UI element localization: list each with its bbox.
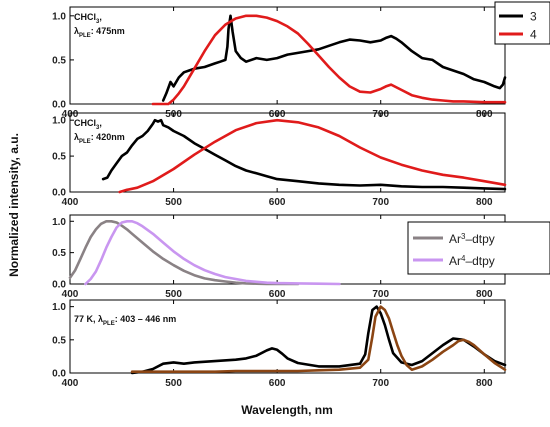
series-line-4-2: [130, 305, 507, 373]
x-tick-label: 700: [372, 289, 389, 300]
y-tick-label: 1.0: [52, 302, 66, 313]
panel-frame: [69, 6, 506, 105]
y-tick-label: 0.5: [52, 152, 66, 163]
x-tick-label: 800: [476, 197, 493, 208]
series-line-1-2: [151, 14, 507, 106]
x-tick-label: 800: [476, 378, 493, 389]
y-tick-label: 0.0: [52, 100, 66, 111]
x-axis-title: Wavelength, nm: [241, 403, 333, 417]
panel-4: 0.0 0.5 1.0 400 500 600 700 800 77 K, λPLE: 403 …: [52, 299, 507, 389]
annot-range: : 403 – 446 nm: [115, 314, 177, 324]
panel-annotation-wavelength: λPLE: 420nm: [74, 132, 125, 145]
legend-dtpy: –dtpy: [465, 254, 494, 268]
annot-comma: ,: [99, 118, 102, 128]
annot-temperature: 77 K, λ: [74, 314, 103, 324]
x-tick-label: 500: [165, 197, 182, 208]
legend-box: [494, 1, 550, 45]
panel-annotation-solvent: CHCl3,: [74, 12, 102, 25]
legend-label: Ar4–dtpy: [449, 254, 495, 269]
y-tick-label: 1.0: [52, 116, 66, 127]
legend-ar: Ar: [449, 232, 461, 246]
y-tick-label: 1.0: [52, 217, 66, 228]
y-tick-label: 0.5: [52, 335, 66, 346]
legend-ar: Ar: [449, 254, 461, 268]
panel-annotation-wavelength: λPLE: 475nm: [74, 26, 125, 39]
annot-lambda: λ: [74, 26, 79, 36]
annot-solvent: CHCl: [74, 12, 96, 22]
y-tick-label: 1.0: [52, 11, 66, 22]
y-axis-title: Normalized intensity, a.u.: [7, 133, 21, 277]
panel-annotation-temperature: 77 K, λPLE: 403 – 446 nm: [74, 314, 176, 327]
annot-subscript: PLE: [103, 321, 115, 327]
panel-annotation-solvent: CHCl3,: [74, 118, 102, 131]
x-tick-label: 400: [62, 378, 79, 389]
x-tick-label: 700: [372, 197, 389, 208]
panel-frame: [69, 299, 506, 374]
legend-box: [407, 221, 550, 275]
x-tick-label: 700: [372, 378, 389, 389]
legend-top: 34: [494, 1, 550, 45]
legend-dtpy: –dtpy: [465, 232, 494, 246]
series-line-2-1: [101, 118, 507, 191]
annot-subscript: PLE: [79, 33, 91, 39]
legend-label: 4: [530, 28, 537, 42]
series-line-3-2: [84, 220, 341, 286]
legend-label: Ar3–dtpy: [449, 232, 495, 247]
annot-subscript: 3: [96, 19, 100, 25]
series-line-1-1: [161, 14, 507, 102]
series-line-4-1: [130, 305, 507, 375]
y-tick-label: 0.0: [52, 188, 66, 199]
panel-frame: [69, 112, 506, 193]
annot-value: : 420nm: [91, 132, 125, 142]
annot-value: : 475nm: [91, 26, 125, 36]
series-line-2-2: [118, 118, 507, 194]
y-tick-label: 0.5: [52, 248, 66, 259]
annot-comma: ,: [99, 12, 102, 22]
x-tick-label: 600: [269, 289, 286, 300]
x-tick-label: 400: [62, 197, 79, 208]
annot-subscript: PLE: [79, 139, 91, 145]
x-tick-label: 800: [476, 289, 493, 300]
legend-label: 3: [530, 10, 537, 24]
annot-solvent: CHCl: [74, 118, 96, 128]
series-line-3-1: [68, 220, 300, 286]
legend-superscript: 4: [461, 254, 466, 263]
legend-superscript: 3: [461, 232, 466, 241]
y-tick-label: 0.0: [52, 369, 66, 380]
y-tick-label: 0.0: [52, 280, 66, 291]
x-tick-label: 500: [165, 289, 182, 300]
x-tick-label: 600: [269, 378, 286, 389]
x-tick-label: 500: [165, 378, 182, 389]
x-tick-label: 400: [62, 289, 79, 300]
annot-subscript: 3: [96, 125, 100, 131]
y-tick-label: 0.5: [52, 55, 66, 66]
x-tick-label: 600: [269, 197, 286, 208]
annot-lambda: λ: [74, 132, 79, 142]
